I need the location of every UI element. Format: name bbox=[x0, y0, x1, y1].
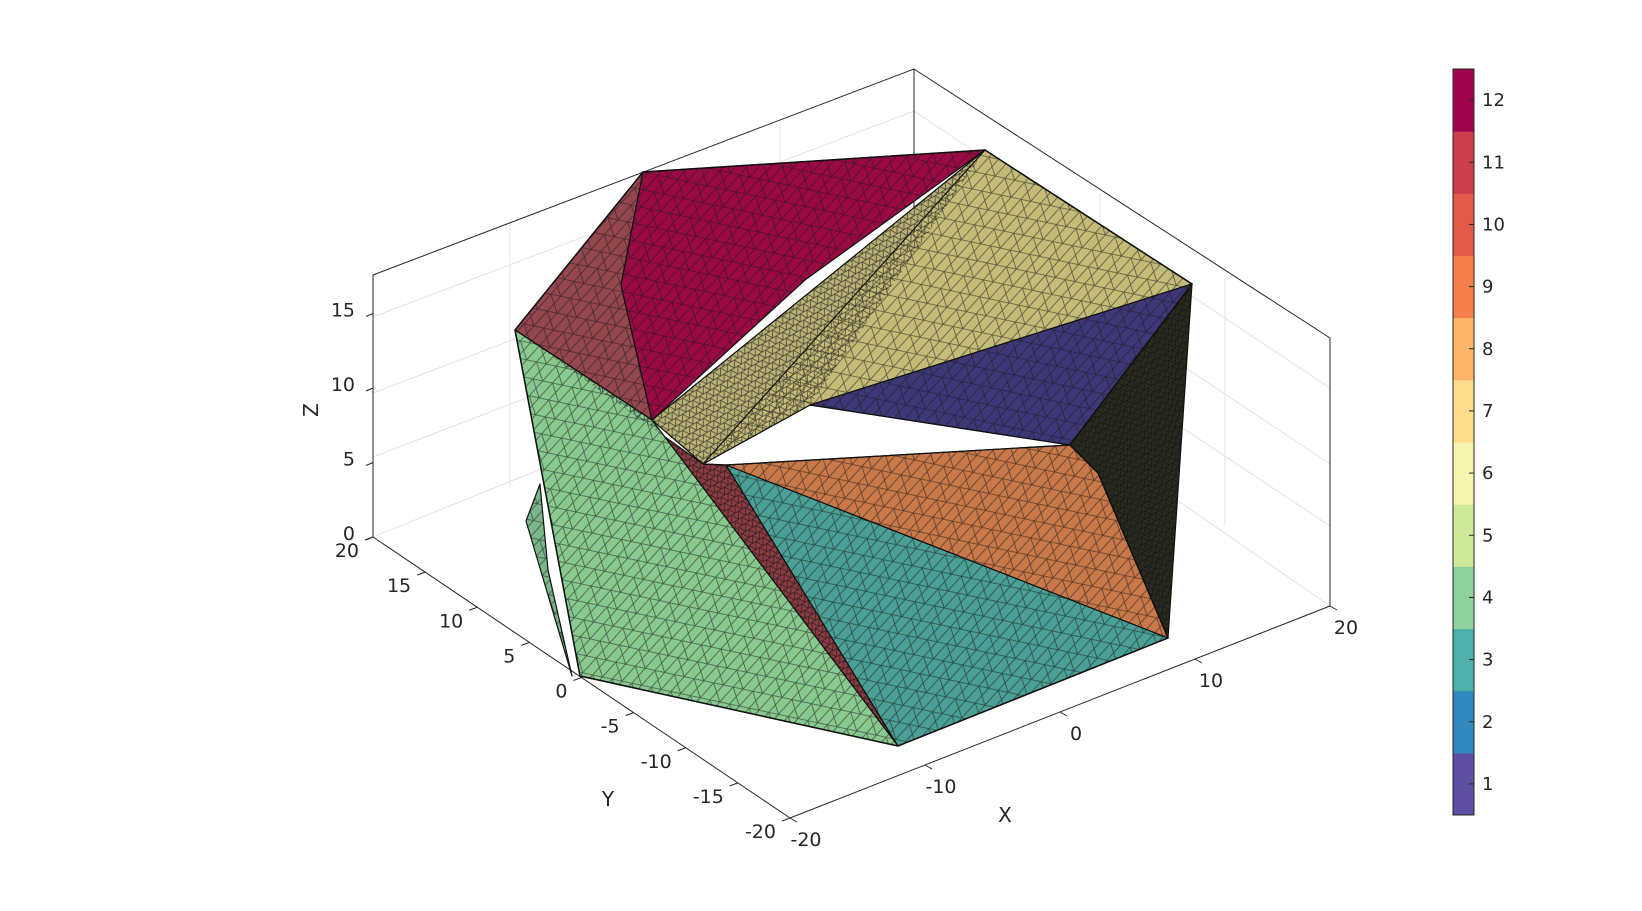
z-tick-label: 15 bbox=[331, 300, 355, 322]
colorbar-tick-label: 9 bbox=[1482, 277, 1493, 298]
colorbar-segment bbox=[1453, 69, 1474, 132]
x-tick-mark bbox=[1194, 658, 1203, 664]
colorbar-tick-label: 8 bbox=[1482, 339, 1493, 360]
y-tick-mark bbox=[521, 641, 530, 646]
x-axis-label: X bbox=[998, 803, 1012, 827]
x-tick-label: 0 bbox=[1070, 723, 1082, 745]
y-tick-mark bbox=[469, 606, 478, 611]
colorbar-tick-label: 2 bbox=[1482, 712, 1493, 733]
y-tick-label: -15 bbox=[693, 786, 724, 808]
z-axis-label: Z bbox=[299, 403, 323, 417]
y-tick-label: 5 bbox=[503, 645, 515, 667]
y-tick-label: -5 bbox=[601, 716, 620, 738]
x-tick-mark bbox=[924, 764, 933, 770]
colorbar-segment bbox=[1453, 690, 1474, 754]
y-axis-label: Y bbox=[601, 787, 615, 811]
y-tick-label: -10 bbox=[641, 751, 672, 773]
y-tick-label: 20 bbox=[335, 540, 359, 562]
y-tick-mark bbox=[573, 677, 582, 681]
colorbar-segment bbox=[1453, 752, 1474, 816]
y-tick-label: 15 bbox=[387, 575, 411, 597]
x-tick-label: 20 bbox=[1334, 617, 1358, 639]
colorbar-tick-label: 3 bbox=[1482, 650, 1493, 671]
z-tick-label: 0 bbox=[343, 523, 355, 545]
y-tick-label: 0 bbox=[555, 681, 567, 703]
colorbar-segment bbox=[1453, 442, 1474, 505]
z-tick-mark bbox=[365, 387, 374, 392]
colorbar-segment bbox=[1453, 131, 1474, 194]
y-tick-mark bbox=[364, 536, 374, 541]
y-axis-ticks: -20 -15 -10 -5 0 5 10 15 20 bbox=[335, 536, 791, 843]
z-axis-ticks: 0 5 10 15 bbox=[331, 300, 374, 545]
colorbar-tick-label: 10 bbox=[1482, 214, 1505, 235]
surface bbox=[514, 149, 1194, 747]
y-tick-label: 10 bbox=[439, 610, 463, 632]
colorbar-segment bbox=[1453, 255, 1474, 319]
x-tick-mark bbox=[1329, 605, 1338, 611]
colorbar-tick-label: 1 bbox=[1482, 774, 1493, 795]
y-tick-mark bbox=[416, 571, 426, 576]
colorbar-tick-label: 11 bbox=[1482, 152, 1505, 173]
colorbar-tick-label: 6 bbox=[1482, 463, 1493, 484]
colorbar-frame bbox=[1452, 68, 1475, 816]
x-tick-label: -10 bbox=[925, 776, 956, 798]
colorbar-segment bbox=[1453, 504, 1474, 567]
colorbar-segment bbox=[1453, 193, 1474, 256]
x-tick-mark bbox=[1059, 711, 1068, 717]
y-tick-mark bbox=[625, 712, 634, 717]
colorbar-segment bbox=[1453, 379, 1474, 443]
y-tick-mark bbox=[677, 747, 686, 752]
x-tick-mark bbox=[789, 817, 798, 823]
colorbar-segment bbox=[1453, 628, 1474, 692]
z-tick-mark bbox=[365, 313, 374, 317]
z-tick-label: 5 bbox=[343, 449, 355, 471]
colorbar-segment bbox=[1453, 566, 1474, 629]
colorbar-tick-label: 5 bbox=[1482, 525, 1493, 546]
colorbar-tick-label: 4 bbox=[1482, 587, 1493, 608]
colorbar-tick-label: 12 bbox=[1482, 90, 1505, 111]
y-tick-mark bbox=[729, 782, 739, 787]
x-tick-label: -20 bbox=[790, 829, 821, 851]
x-axis-ticks: -20 -10 0 10 20 bbox=[789, 605, 1358, 851]
y-tick-label: -20 bbox=[745, 821, 776, 843]
colorbar-tick-label: 7 bbox=[1482, 401, 1493, 422]
x-tick-label: 10 bbox=[1199, 670, 1223, 692]
z-tick-mark bbox=[365, 462, 374, 466]
y-tick-mark bbox=[781, 817, 791, 822]
z-tick-label: 10 bbox=[331, 374, 355, 396]
colorbar-segment bbox=[1453, 317, 1474, 381]
